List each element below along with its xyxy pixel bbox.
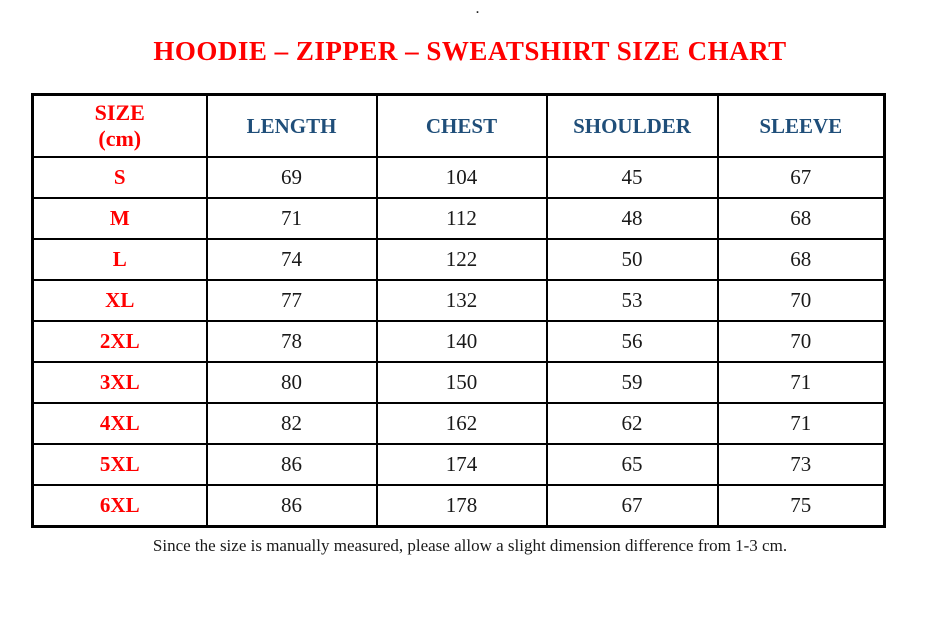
size-cell: 6XL [31,484,208,528]
size-cell: M [31,197,208,240]
table-row: L 74 122 50 68 [31,238,886,281]
table-row: 2XL 78 140 56 70 [31,320,886,363]
length-cell: 71 [205,197,378,240]
shoulder-cell: 59 [545,361,719,404]
col-header-sleeve: SLEEVE [716,93,886,158]
table-row: M 71 112 48 68 [31,197,886,240]
col-header-size-line2: (cm) [98,126,142,151]
measurement-note: Since the size is manually measured, ple… [152,536,788,555]
sleeve-cell: 75 [716,484,886,528]
chest-cell: 104 [375,156,548,199]
chest-cell: 162 [375,402,548,445]
chest-cell: 112 [375,197,548,240]
table-row: 3XL 80 150 59 71 [31,361,886,404]
table-row: XL 77 132 53 70 [31,279,886,322]
shoulder-cell: 67 [545,484,719,528]
shoulder-cell: 50 [545,238,719,281]
stray-period-mark: . [476,2,479,16]
length-cell: 86 [205,484,378,528]
length-cell: 69 [205,156,378,199]
shoulder-cell: 48 [545,197,719,240]
shoulder-cell: 65 [545,443,719,486]
length-cell: 86 [205,443,378,486]
size-cell: 4XL [31,402,208,445]
chest-cell: 174 [375,443,548,486]
length-cell: 74 [205,238,378,281]
sleeve-cell: 68 [716,238,886,281]
shoulder-cell: 62 [545,402,719,445]
col-header-size-line1: SIZE [94,99,145,125]
sleeve-cell: 70 [716,320,886,363]
shoulder-cell: 56 [545,320,719,363]
page-title: HOODIE – ZIPPER – SWEATSHIRT SIZE CHART [153,36,787,66]
length-cell: 77 [205,279,378,322]
length-cell: 80 [205,361,378,404]
sleeve-cell: 71 [716,361,886,404]
size-cell: XL [31,279,208,322]
chest-cell: 178 [375,484,548,528]
shoulder-cell: 45 [545,156,719,199]
sleeve-cell: 70 [716,279,886,322]
table-row: 4XL 82 162 62 71 [31,402,886,445]
sleeve-cell: 71 [716,402,886,445]
chest-cell: 122 [375,238,548,281]
size-chart-table: SIZE (cm) LENGTH CHEST SHOULDER SLEEVE S… [31,93,886,528]
chest-cell: 132 [375,279,548,322]
length-cell: 78 [205,320,378,363]
sleeve-cell: 73 [716,443,886,486]
col-header-size: SIZE (cm) [31,93,208,158]
size-cell: 5XL [31,443,208,486]
shoulder-cell: 53 [545,279,719,322]
size-cell: 3XL [31,361,208,404]
sleeve-cell: 68 [716,197,886,240]
table-row: 6XL 86 178 67 75 [31,484,886,528]
size-cell: 2XL [31,320,208,363]
size-cell: S [31,156,208,199]
sleeve-cell: 67 [716,156,886,199]
col-header-chest: CHEST [375,93,548,158]
table-row: S 69 104 45 67 [31,156,886,199]
col-header-length: LENGTH [205,93,378,158]
chest-cell: 150 [375,361,548,404]
col-header-shoulder: SHOULDER [545,93,719,158]
chest-cell: 140 [375,320,548,363]
size-cell: L [31,238,208,281]
table-row: 5XL 86 174 65 73 [31,443,886,486]
table-header-row: SIZE (cm) LENGTH CHEST SHOULDER SLEEVE [31,93,886,158]
length-cell: 82 [205,402,378,445]
